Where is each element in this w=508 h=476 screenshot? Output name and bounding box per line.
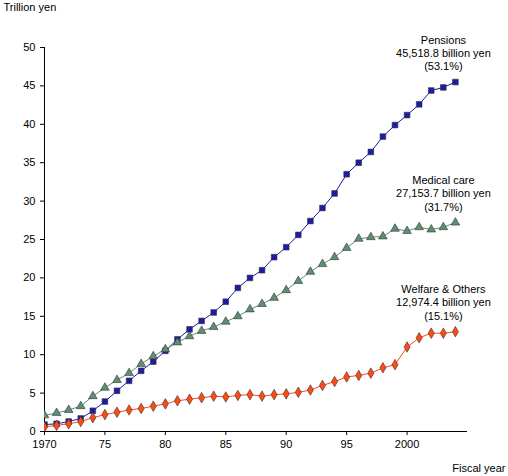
svg-text:80: 80 [159, 438, 171, 450]
svg-text:Trillion yen: Trillion yen [4, 1, 57, 13]
svg-text:Medical care27,153.7 billion y: Medical care27,153.7 billion yen(31.7%) [396, 174, 491, 212]
svg-text:2000: 2000 [395, 438, 419, 450]
svg-text:85: 85 [220, 438, 232, 450]
svg-text:5: 5 [29, 387, 35, 399]
svg-text:35: 35 [23, 156, 35, 168]
svg-text:15: 15 [23, 310, 35, 322]
svg-text:10: 10 [23, 348, 35, 360]
svg-text:25: 25 [23, 233, 35, 245]
svg-text:Fiscal year: Fiscal year [452, 462, 506, 474]
svg-text:Welfare & Others12,974.4 billi: Welfare & Others12,974.4 billion yen(15.… [396, 283, 491, 321]
svg-text:Pensions45,518.8 billion yen(5: Pensions45,518.8 billion yen(53.1%) [396, 34, 491, 72]
svg-text:1970: 1970 [32, 438, 56, 450]
svg-text:95: 95 [341, 438, 353, 450]
svg-text:0: 0 [29, 425, 35, 437]
svg-text:20: 20 [23, 271, 35, 283]
svg-text:50: 50 [23, 41, 35, 53]
svg-text:30: 30 [23, 195, 35, 207]
svg-text:75: 75 [99, 438, 111, 450]
svg-text:45: 45 [23, 79, 35, 91]
svg-text:90: 90 [280, 438, 292, 450]
svg-text:40: 40 [23, 118, 35, 130]
